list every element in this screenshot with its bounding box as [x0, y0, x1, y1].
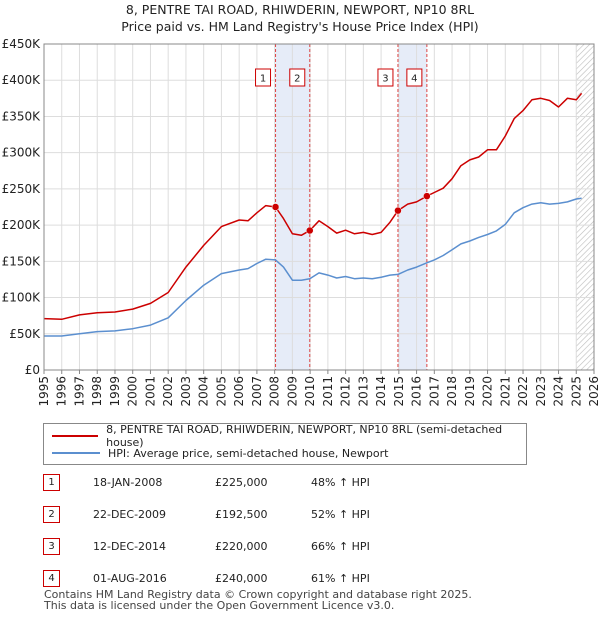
legend-swatch-hpi: [52, 452, 100, 454]
x-tick-label: 2018: [445, 376, 459, 407]
legend-label-hpi: HPI: Average price, semi-detached house,…: [108, 446, 389, 460]
x-tick-label: 2021: [498, 376, 512, 407]
transaction-label-box: [377, 68, 394, 87]
chart-subtitle: Price paid vs. HM Land Registry's House …: [121, 19, 479, 34]
legend-swatch-property: [52, 435, 99, 437]
transaction-marker: [271, 203, 280, 211]
transaction-label: 3: [382, 74, 388, 85]
transaction-price: £240,000: [215, 572, 268, 585]
x-tick-label: 2019: [463, 376, 477, 407]
x-tick-label: 2001: [143, 376, 157, 407]
x-tick-label: 2016: [410, 376, 424, 407]
table-row: 3 12-DEC-2014 £220,000 66% ↑ HPI: [43, 538, 543, 556]
x-tick-label: 2009: [285, 376, 299, 407]
x-tick-label: 2026: [587, 376, 600, 407]
table-row: 2 22-DEC-2009 £192,500 52% ↑ HPI: [43, 506, 543, 524]
x-tick-label: 2020: [481, 376, 495, 407]
plot-area: [44, 44, 594, 370]
transaction-date: 01-AUG-2016: [93, 572, 167, 585]
x-tick-label: 1995: [37, 376, 51, 407]
transaction-price: £192,500: [215, 508, 268, 521]
y-tick-label: £100K: [2, 291, 42, 305]
table-row: 1 18-JAN-2008 £225,000 48% ↑ HPI: [43, 474, 543, 492]
transaction-label-box: [406, 68, 423, 87]
transaction-label-box: [289, 68, 306, 87]
y-tick-label: £300K: [2, 146, 42, 160]
x-tick-label: 2014: [374, 376, 388, 407]
transaction-label: 2: [294, 74, 300, 85]
transaction-label: 4: [411, 74, 417, 85]
property-series-line: [44, 92, 583, 321]
y-tick-label: £250K: [2, 182, 42, 196]
transaction-hpi-change: 48% ↑ HPI: [311, 476, 370, 489]
transaction-hpi-change: 61% ↑ HPI: [311, 572, 370, 585]
x-tick-label: 1998: [90, 376, 104, 407]
x-tick-label: 2002: [161, 376, 175, 407]
transaction-badge: 4: [43, 570, 60, 587]
x-tick-label: 2012: [339, 376, 353, 407]
x-tick-label: 2005: [214, 376, 228, 407]
legend-item-hpi: HPI: Average price, semi-detached house,…: [52, 445, 388, 461]
legend: 8, PENTRE TAI ROAD, RHIWDERIN, NEWPORT, …: [43, 423, 527, 465]
y-tick-label: £0: [25, 363, 40, 377]
transaction-label: 1: [260, 74, 266, 85]
y-tick-label: £450K: [2, 37, 42, 51]
x-tick-label: 2013: [356, 376, 370, 407]
x-tick-label: 2007: [250, 376, 264, 407]
price-chart: 1 2 3 4 £0 £50K £100K £150K £200K £250K £300K £350…: [2, 37, 600, 407]
x-tick-label: 2022: [516, 376, 530, 407]
transaction-hpi-change: 66% ↑ HPI: [311, 540, 370, 553]
transaction-label-box: [255, 68, 272, 87]
legend-label-property: 8, PENTRE TAI ROAD, RHIWDERIN, NEWPORT, …: [106, 423, 503, 449]
x-tick-label: 2017: [427, 376, 441, 407]
transaction-marker: [394, 206, 402, 215]
footer-copyright: Contains HM Land Registry data © Crown c…: [44, 588, 472, 601]
transaction-badge: 2: [43, 506, 60, 523]
transaction-hpi-change: 52% ↑ HPI: [311, 508, 370, 521]
transaction-date: 12-DEC-2014: [93, 540, 167, 553]
transaction-date: 18-JAN-2008: [93, 476, 163, 489]
footer: Contains HM Land Registry data © Crown c…: [44, 589, 472, 611]
transaction-price: £225,000: [215, 476, 268, 489]
legend-item-property: 8, PENTRE TAI ROAD, RHIWDERIN, NEWPORT, …: [52, 423, 526, 449]
chart-title: 8, PENTRE TAI ROAD, RHIWDERIN, NEWPORT, …: [125, 2, 475, 17]
x-tick-label: 1997: [72, 376, 86, 407]
transaction-marker: [423, 192, 431, 200]
y-tick-label: £150K: [2, 254, 42, 268]
transaction-marker: [306, 226, 314, 235]
x-tick-label: 2003: [179, 376, 193, 407]
y-tick-label: £50K: [9, 327, 41, 341]
transaction-date: 22-DEC-2009: [93, 508, 167, 521]
y-tick-label: £350K: [2, 109, 42, 123]
x-tick-label: 2006: [232, 376, 246, 407]
x-tick-label: 2000: [126, 376, 140, 407]
x-tick-label: 2025: [569, 376, 583, 407]
x-tick-label: 1999: [108, 376, 122, 407]
plot-frame: [43, 43, 595, 371]
x-tick-label: 2024: [552, 376, 566, 407]
x-tick-label: 2011: [321, 376, 335, 407]
hpi-series-line: [44, 197, 582, 337]
x-tick-label: 2010: [303, 376, 317, 407]
x-tick-label: 2008: [268, 376, 282, 407]
x-tick-label: 2004: [197, 376, 211, 407]
transaction-price: £220,000: [215, 540, 268, 553]
x-tick-label: 2023: [534, 376, 548, 407]
forecast-hatch: [576, 44, 594, 370]
y-tick-label: £200K: [2, 218, 42, 232]
x-tick-label: 2015: [392, 376, 406, 407]
table-row: 4 01-AUG-2016 £240,000 61% ↑ HPI: [43, 570, 543, 588]
x-tick-label: 1996: [55, 376, 69, 407]
transaction-badge: 3: [43, 538, 60, 555]
footer-license: This data is licensed under the Open Gov…: [44, 599, 395, 612]
y-tick-label: £400K: [2, 73, 42, 87]
transaction-badge: 1: [43, 474, 60, 491]
